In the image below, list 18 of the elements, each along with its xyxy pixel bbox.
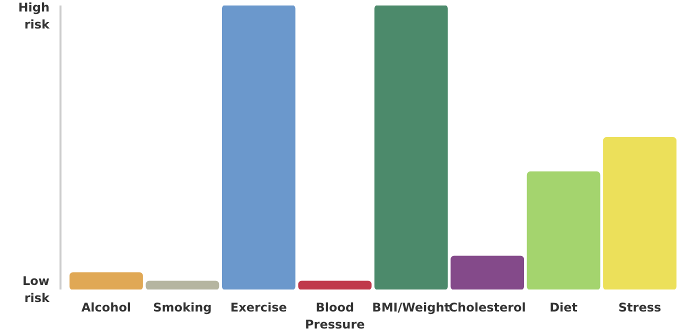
text: High risk [18,0,51,32]
x-tick-label: Cholesterol [448,300,526,314]
x-tick-label: Blood Pressure [305,300,365,332]
bar [70,272,143,290]
bar [146,280,220,290]
bar [526,171,600,290]
bar [298,280,372,290]
x-tick-label: Alcohol [81,300,132,314]
text: Low risk [22,274,51,305]
bar [374,6,448,290]
x-tick-label: BMI/Weight [372,300,450,314]
bar [603,137,676,290]
bar [222,6,296,290]
x-tick-label: Smoking [153,300,212,314]
bar [450,256,524,290]
x-tick-label: Exercise [230,300,287,314]
x-tick-label: Diet [550,300,578,314]
x-tick-label: Stress [618,300,662,314]
